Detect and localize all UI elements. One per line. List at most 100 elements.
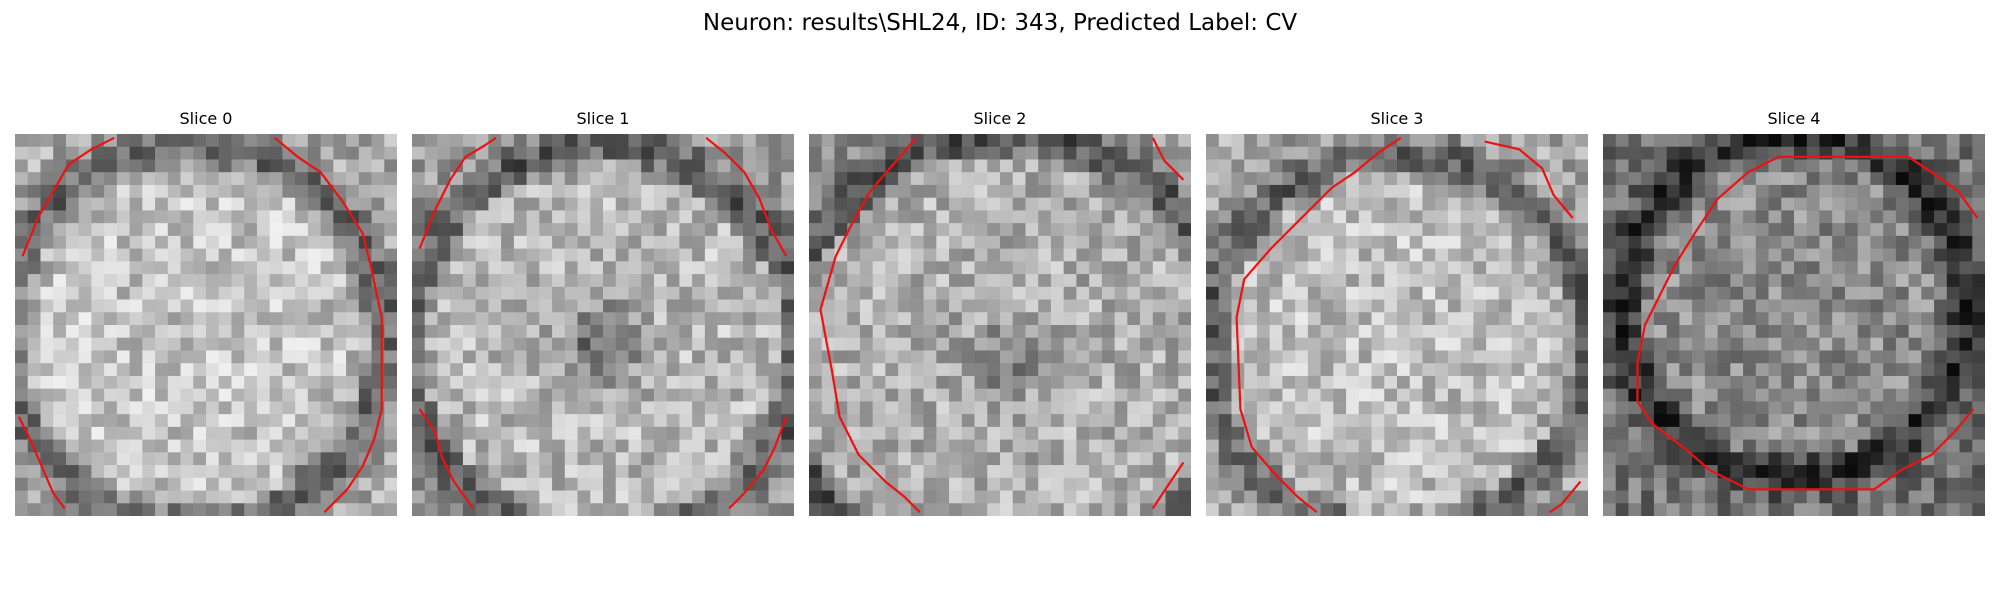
pixel: [155, 210, 169, 224]
pixel: [1641, 388, 1655, 402]
pixel: [692, 503, 706, 516]
pixel: [526, 503, 540, 516]
pixel: [1704, 172, 1718, 186]
pixel: [1000, 363, 1014, 377]
pixel: [307, 375, 321, 390]
pixel: [1333, 146, 1347, 160]
pixel: [15, 210, 29, 224]
pixel: [513, 197, 527, 211]
pixel: [1089, 274, 1103, 288]
contour-line-3: [728, 416, 788, 510]
pixel: [949, 465, 963, 479]
pixel: [1755, 375, 1769, 390]
pixel: [974, 325, 988, 339]
pixel: [1269, 452, 1283, 466]
pixel: [743, 210, 757, 224]
pixel: [526, 312, 540, 326]
pixel: [768, 261, 782, 275]
pixel: [1422, 337, 1436, 351]
pixel: [1012, 426, 1026, 440]
pixel: [1435, 325, 1449, 339]
pixel: [590, 312, 604, 326]
pixel: [1447, 401, 1462, 415]
pixel: [53, 146, 67, 160]
pixel: [1076, 197, 1090, 211]
pixel: [1000, 401, 1014, 415]
pixel: [1819, 414, 1833, 428]
pixel: [155, 261, 169, 275]
pixel: [1063, 146, 1077, 160]
pixel: [755, 299, 769, 313]
pixel: [1959, 477, 1973, 491]
pixel: [1127, 477, 1141, 491]
pixel: [1498, 503, 1512, 516]
pixel: [872, 223, 886, 237]
pixel: [1025, 210, 1039, 224]
pixel: [717, 439, 731, 453]
pixel: [244, 439, 258, 453]
pixel: [1473, 172, 1487, 186]
pixel: [768, 350, 782, 364]
pixel: [1371, 477, 1385, 491]
slice-image-0: [15, 134, 397, 516]
pixel: [949, 172, 963, 186]
pixel: [1934, 490, 1948, 504]
pixel: [1959, 325, 1973, 339]
pixel: [539, 210, 553, 224]
pixel: [1603, 286, 1617, 300]
pixel: [1371, 172, 1385, 186]
pixel: [1333, 375, 1347, 390]
pixel: [1498, 286, 1512, 300]
pixel: [717, 375, 731, 390]
pixel: [1524, 134, 1538, 148]
pixel: [1537, 490, 1551, 504]
pixel: [1050, 375, 1065, 390]
pixel: [231, 299, 245, 313]
pixel: [1870, 210, 1884, 224]
pixel: [603, 325, 617, 339]
pixel: [1422, 172, 1436, 186]
pixel: [15, 388, 29, 402]
pixel: [755, 350, 769, 364]
pixel: [590, 325, 604, 339]
pixel: [437, 414, 451, 428]
pixel: [1152, 401, 1166, 415]
pixel: [768, 363, 782, 377]
pixel: [1422, 134, 1436, 148]
pixel: [437, 490, 451, 504]
pixel: [1140, 184, 1154, 199]
pixel: [987, 286, 1001, 300]
pixel: [1603, 363, 1617, 377]
pixel: [1012, 248, 1026, 262]
pixel: [1114, 439, 1128, 453]
pixel: [1653, 235, 1668, 249]
pixel: [1768, 490, 1782, 504]
pixel: [450, 439, 464, 453]
pixel: [1025, 146, 1039, 160]
pixel: [1282, 426, 1296, 440]
pixel: [412, 299, 426, 313]
pixel: [15, 159, 29, 173]
pixel: [1844, 388, 1859, 402]
pixel: [910, 363, 924, 377]
pixel: [1615, 210, 1629, 224]
pixel: [295, 439, 309, 453]
pixel: [488, 223, 502, 237]
pixel: [552, 312, 566, 326]
pixel: [1857, 375, 1871, 390]
pixel: [1218, 184, 1232, 199]
pixel: [1358, 350, 1372, 364]
pixel: [40, 337, 54, 351]
pixel: [91, 401, 105, 415]
pixel: [65, 337, 80, 351]
pixel: [1844, 223, 1859, 237]
pixel: [1679, 388, 1693, 402]
pixel: [371, 439, 385, 453]
pixel: [282, 337, 296, 351]
pixel: [1908, 210, 1922, 224]
pixel: [1549, 261, 1563, 275]
pixel: [539, 261, 553, 275]
pixel: [1730, 312, 1744, 326]
pixel: [282, 146, 296, 160]
pixel: [1038, 426, 1052, 440]
